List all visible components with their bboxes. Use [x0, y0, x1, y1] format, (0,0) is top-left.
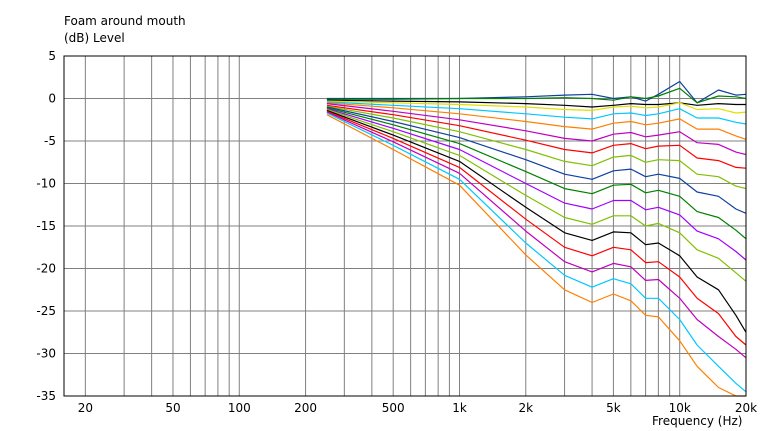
- y-tick-label: -15: [36, 219, 56, 233]
- y-tick-label: 0: [48, 92, 56, 106]
- y-tick-label: -25: [36, 304, 56, 318]
- x-tick-label: 10k: [669, 401, 691, 415]
- grid: [64, 56, 746, 396]
- series-line-12: [326, 108, 747, 261]
- y-tick-label: -30: [36, 347, 56, 361]
- y-tick-label: 5: [48, 49, 56, 63]
- series-line-5: [326, 101, 747, 125]
- x-tick-label: 200: [294, 401, 317, 415]
- y-tick-label: -10: [36, 177, 56, 191]
- x-tick-label: 5k: [606, 401, 621, 415]
- series-line-18: [326, 114, 746, 397]
- series-line-11: [326, 107, 747, 240]
- y-axis-label: (dB) Level: [64, 31, 125, 45]
- series-line-14: [326, 109, 747, 333]
- series-line-6: [326, 102, 747, 140]
- y-tick-label: -5: [44, 134, 56, 148]
- y-tick-labels: 5 0 -5 -10 -15 -20 -25 -30 -35: [36, 49, 56, 403]
- y-tick-label: -35: [36, 389, 56, 403]
- x-tick-label: 20k: [735, 401, 757, 415]
- plot-frame: [63, 55, 747, 397]
- series-line-9: [326, 105, 747, 190]
- series-line-13: [326, 108, 747, 282]
- series-line-16: [326, 111, 747, 359]
- series-line-17: [326, 112, 747, 393]
- x-tick-label: 500: [382, 401, 405, 415]
- chart-title: Foam around mouth: [64, 14, 186, 28]
- series-line-15: [326, 110, 747, 346]
- series-line-2: [326, 87, 747, 104]
- series-group: [326, 80, 747, 397]
- x-tick-label: 2k: [518, 401, 533, 415]
- series-line-4: [326, 100, 747, 114]
- x-tick-label: 50: [165, 401, 180, 415]
- x-axis-label: Frequency (Hz): [652, 414, 743, 428]
- x-tick-label: 1k: [452, 401, 467, 415]
- x-tick-label: 20: [78, 401, 93, 415]
- x-tick-labels: 20 50 100 200 500 1k 2k 5k 10k 20k: [78, 401, 757, 415]
- y-tick-label: -20: [36, 262, 56, 276]
- series-line-7: [326, 103, 747, 156]
- x-tick-label: 100: [228, 401, 251, 415]
- series-line-3: [326, 99, 746, 108]
- series-line-8: [326, 104, 747, 169]
- series-line-10: [326, 106, 747, 214]
